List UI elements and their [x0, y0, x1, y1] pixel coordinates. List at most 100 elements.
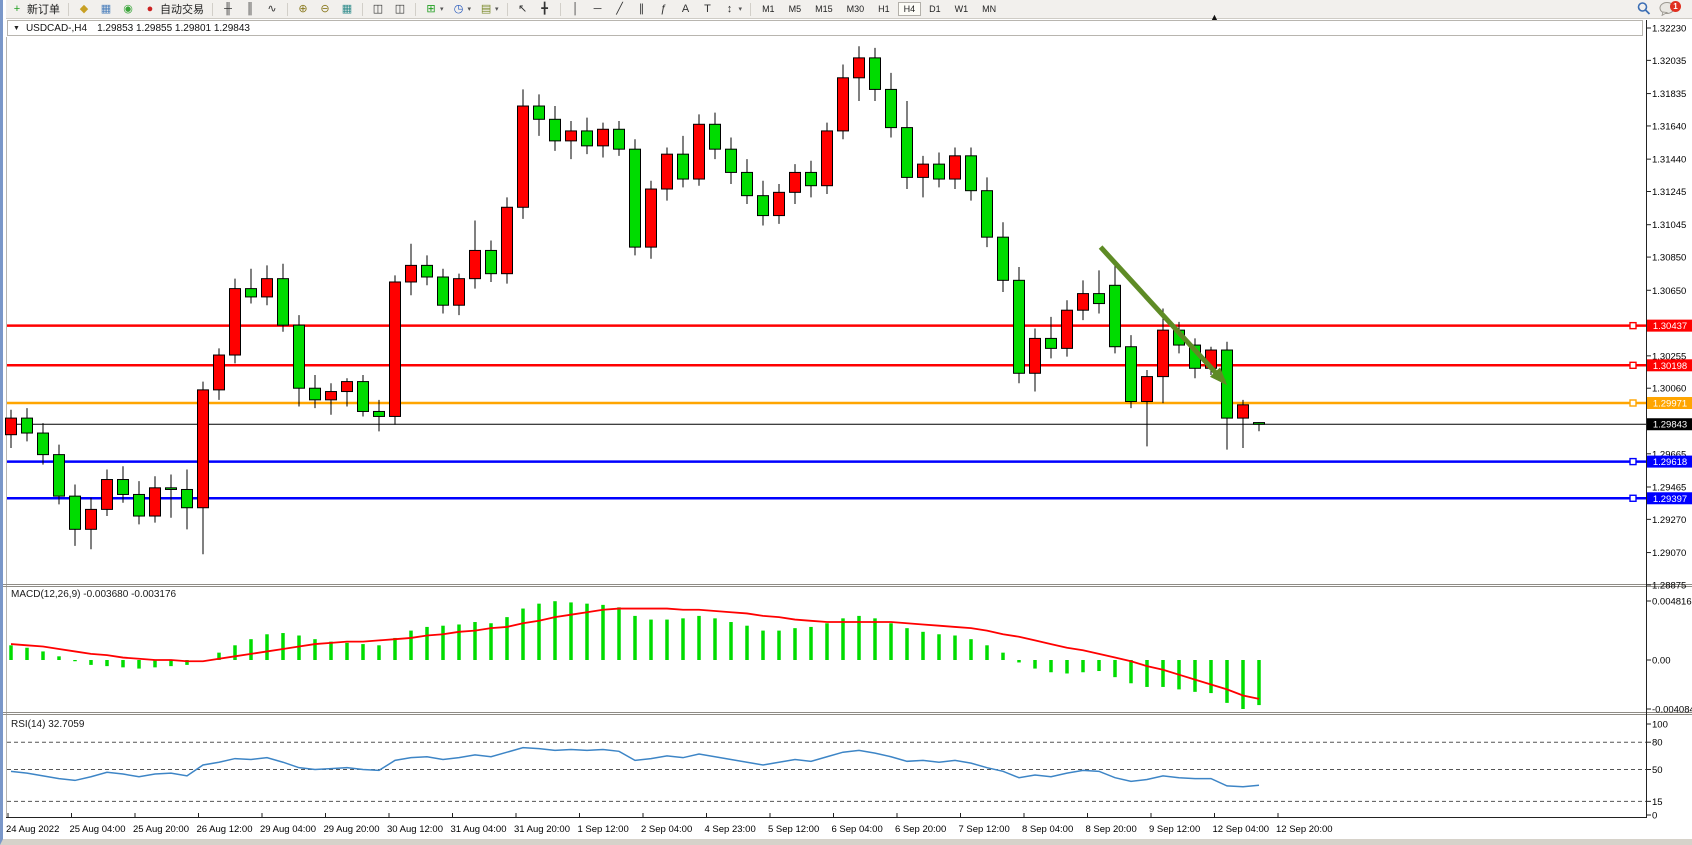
timeframe-mn-button[interactable]: MN	[982, 4, 997, 14]
price-tag-resistance	[1647, 359, 1692, 372]
candle-body-bull	[1077, 293, 1089, 311]
bar-chart-type-button[interactable]: ╫	[218, 1, 238, 17]
candle-body-bear	[485, 249, 497, 275]
price-tag-label: 1.29397	[1653, 494, 1687, 505]
time-axis-label: 6 Sep 20:00	[895, 824, 946, 835]
styler-button[interactable]: ◆	[74, 1, 94, 17]
timeframe-m5-button[interactable]: M5	[788, 4, 802, 14]
candle-body-bear	[629, 148, 641, 248]
signals-button[interactable]: ◉	[118, 1, 138, 17]
hline-handle[interactable]	[1629, 494, 1637, 502]
hline-handle[interactable]	[1629, 321, 1637, 330]
chevron-down-icon[interactable]: ▾	[495, 6, 499, 13]
candle-body-bear	[549, 118, 561, 142]
depth-of-market-button[interactable]: ▦	[96, 1, 116, 17]
indicator-window-button[interactable]: ◫	[368, 1, 388, 17]
zoom-out-button[interactable]: ⊖	[315, 1, 335, 17]
equidistant-channel-button[interactable]: ∥	[632, 1, 652, 17]
timeframe-w1-button[interactable]: W1	[954, 4, 969, 14]
rsi-axis-label: 100	[1652, 720, 1668, 731]
price-tag-label: 1.29971	[1653, 398, 1687, 409]
timeframe-h1-button[interactable]: H1	[878, 4, 890, 14]
time-axis-label: 5 Sep 12:00	[768, 824, 819, 835]
notification-badge[interactable]: 1	[1670, 1, 1681, 12]
line-chart-type-icon: ∿	[267, 3, 277, 15]
candle-body-bear	[885, 88, 897, 129]
horizontal-line-icon: ─	[593, 3, 602, 15]
hline-handle[interactable]	[1629, 361, 1637, 370]
indicator-subwindow-icon: ◫	[394, 3, 406, 15]
candle-body-bull	[1157, 329, 1169, 378]
candle-body-bull	[325, 391, 337, 401]
candle-body-bear	[533, 105, 545, 120]
toolbar-separator	[559, 2, 561, 16]
trend-arrow[interactable]	[1098, 245, 1228, 386]
arrows-shapes-button[interactable]: ↕ ▾	[720, 1, 746, 17]
candle-body-bear	[133, 493, 145, 517]
chevron-down-icon[interactable]: ▾	[440, 6, 444, 13]
add-indicator-button[interactable]: ⊞ ▾	[421, 1, 447, 17]
chevron-down-icon[interactable]: ▾	[467, 6, 472, 13]
line-chart-type-button[interactable]: ∿	[262, 1, 282, 17]
timeframe-m1-button[interactable]: M1	[762, 4, 775, 14]
candle-body-bear	[277, 278, 289, 326]
periods-clock-button[interactable]: ◷ ▾	[449, 1, 475, 17]
price-axis-label: 1.30850	[1652, 253, 1686, 264]
timeframe-m30-button[interactable]: M30	[846, 4, 865, 14]
candle-body-bear	[1253, 422, 1265, 425]
crosshair-button[interactable]: ╋	[535, 1, 555, 17]
candle-body-bull	[101, 479, 113, 510]
rsi-axis-label: 80	[1652, 738, 1663, 749]
periods-clock-icon: ◷	[453, 3, 464, 15]
fibonacci-button[interactable]: ƒ	[654, 1, 674, 17]
chevron-down-icon[interactable]: ▾	[738, 6, 743, 13]
timeframe-m15-button[interactable]: M15	[815, 4, 833, 14]
trendline-button[interactable]: ╱	[610, 1, 630, 17]
macd-axis-label: -0.004084	[1652, 705, 1692, 716]
chart-symbol-period: USDCAD-,H4	[25, 22, 88, 34]
chart-shift-marker[interactable]: ▲	[1210, 12, 1219, 22]
price-axis-label: 1.31045	[1652, 220, 1686, 231]
time-axis-label: 26 Aug 12:00	[197, 824, 253, 835]
candlestick-chart-type-button[interactable]: ║	[240, 1, 260, 17]
hline-handle[interactable]	[1629, 457, 1637, 466]
chart-canvas[interactable]: 1.32230 1.32035 1.31835 1.31640 1.31440 1.312…	[3, 0, 1692, 845]
macd-axis-label: 0.004816	[1652, 597, 1692, 608]
price-axis-label: 1.29665	[1652, 449, 1686, 460]
time-axis-label: 7 Sep 12:00	[959, 824, 1010, 835]
zoom-in-button[interactable]: ⊕	[293, 1, 313, 17]
vertical-line-icon: │	[572, 3, 579, 15]
autotrade-button[interactable]: ● 自动交易	[140, 1, 207, 17]
hline-handle[interactable]	[1629, 399, 1637, 407]
price-tag-support	[1647, 492, 1692, 505]
candle-body-bear	[293, 324, 305, 389]
price-axis-label: 1.28875	[1652, 580, 1686, 591]
chart-title-bar[interactable]: ▼ USDCAD-,H4 1.29853 1.29855 1.29801 1.2…	[7, 20, 1643, 36]
tile-windows-button[interactable]: ▦	[337, 1, 357, 17]
time-axis-label: 25 Aug 20:00	[133, 824, 189, 835]
search-icon[interactable]	[1636, 1, 1652, 16]
candle-body-bull	[853, 57, 865, 79]
zoom-in-icon: ⊕	[298, 3, 308, 15]
indicator-subwindow-button[interactable]: ◫	[390, 1, 410, 17]
vertical-line-button[interactable]: │	[566, 1, 586, 17]
new-order-button[interactable]: + 新订单	[7, 1, 63, 17]
candle-body-bear	[805, 171, 817, 187]
cursor-button[interactable]: ↖	[513, 1, 533, 17]
candle-body-bear	[1109, 284, 1121, 348]
candle-body-bull	[213, 354, 225, 391]
candle-body-bull	[389, 281, 401, 417]
rsi-axis-label: 15	[1652, 797, 1663, 808]
horizontal-line-button[interactable]: ─	[588, 1, 608, 17]
text-label-button[interactable]: T	[698, 1, 718, 17]
main-toolbar: + 新订单 ◆ ▦ ◉ ● 自动交易 ╫ ║ ∿ ⊕ ⊖ ▦ ◫ ◫ ⊞ ▾ ◷ ▾ ▤ ▾ ↖ ╋ │ ─ ╱ ∥ ƒ A T ↕ ▾ M1 M…	[6, 0, 1692, 19]
styler-icon: ◆	[79, 3, 89, 15]
text-button[interactable]: A	[676, 1, 696, 17]
timeframe-d1-button[interactable]: D1	[929, 4, 941, 14]
candle-body-bear	[245, 288, 257, 298]
timeframe-h4-button[interactable]: H4	[897, 2, 922, 16]
candle-body-bull	[197, 389, 209, 509]
rsi-axis-label: 50	[1652, 765, 1663, 776]
templates-button[interactable]: ▤ ▾	[476, 1, 502, 17]
